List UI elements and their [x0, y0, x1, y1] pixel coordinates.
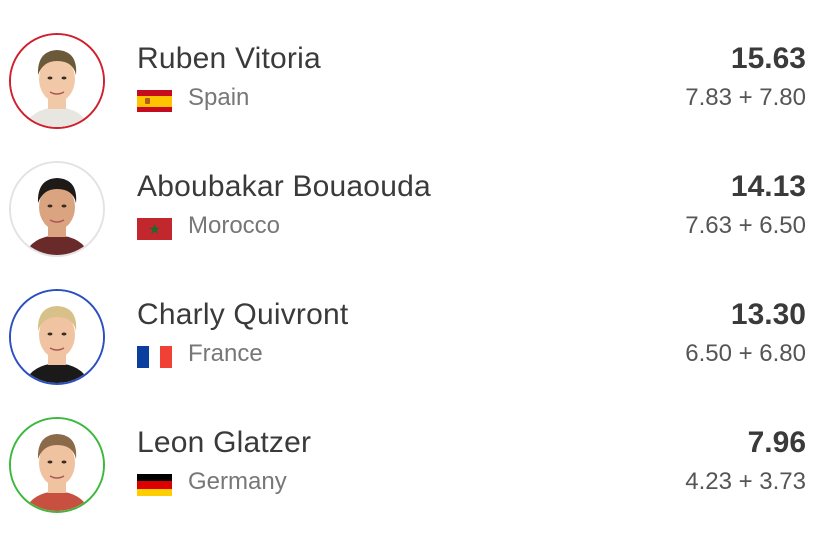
- score-breakdown: 6.50 + 6.80: [685, 340, 806, 367]
- player-avatar: [9, 33, 105, 129]
- france-flag-icon: [137, 346, 173, 368]
- spain-flag-icon: [137, 90, 172, 112]
- list-item[interactable]: Charly Quivront France 13.30 6.50 + 6.80: [0, 286, 826, 414]
- list-item[interactable]: Leon Glatzer Germany 7.96 4.23 + 3.73: [0, 414, 826, 542]
- player-avatar: [9, 161, 105, 257]
- total-score: 15.63: [730, 42, 806, 75]
- morocco-flag-icon: ★: [137, 218, 172, 240]
- score-breakdown: 4.23 + 3.73: [685, 468, 806, 495]
- player-country: Spain: [188, 84, 250, 111]
- total-score: 13.30: [730, 298, 806, 331]
- player-avatar: [9, 417, 105, 513]
- total-score: 14.13: [730, 170, 806, 203]
- total-score: 7.96: [747, 426, 806, 459]
- player-country: Morocco: [188, 212, 281, 239]
- player-country: Germany: [188, 468, 287, 495]
- player-photo: [11, 163, 103, 255]
- player-avatar: [9, 289, 105, 385]
- player-name: Aboubakar Bouaouda: [137, 170, 431, 203]
- germany-flag-icon: [137, 474, 172, 496]
- player-name: Ruben Vitoria: [137, 42, 321, 75]
- score-breakdown: 7.63 + 6.50: [685, 212, 806, 239]
- player-photo: [11, 35, 103, 127]
- list-item[interactable]: Aboubakar Bouaouda ★ Morocco 14.13 7.63 …: [0, 158, 826, 286]
- player-name: Leon Glatzer: [137, 426, 312, 459]
- score-breakdown: 7.83 + 7.80: [685, 84, 806, 111]
- player-name: Charly Quivront: [137, 298, 349, 331]
- player-country: France: [188, 340, 263, 367]
- list-item[interactable]: Ruben Vitoria Spain 15.63 7.83 + 7.80: [0, 30, 826, 158]
- player-photo: [11, 419, 103, 511]
- player-photo: [11, 291, 103, 383]
